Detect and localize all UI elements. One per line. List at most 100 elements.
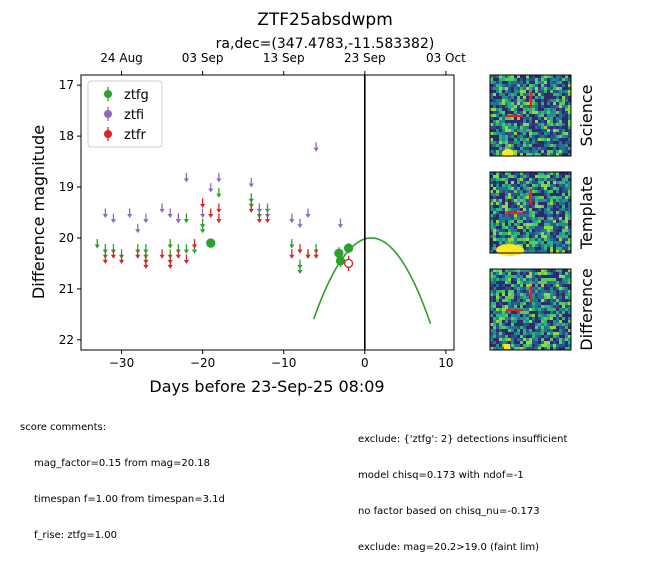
stamp-pixel <box>559 244 562 247</box>
stamp-pixel <box>565 205 568 208</box>
stamp-pixel <box>490 247 493 250</box>
stamp-pixel <box>544 223 547 226</box>
stamp-pixel <box>562 178 565 181</box>
stamp-pixel <box>568 299 571 302</box>
stamp-pixel <box>535 126 538 129</box>
stamp-pixel <box>529 281 532 284</box>
stamp-pixel <box>520 305 523 308</box>
stamp-pixel <box>547 205 550 208</box>
stamp-pixel <box>553 278 556 281</box>
stamp-pixel <box>523 208 526 211</box>
upper-limit-ztfi <box>183 172 190 183</box>
stamp-pixel <box>508 138 511 141</box>
stamp-pixel <box>541 184 544 187</box>
stamp-pixel <box>547 241 550 244</box>
stamp-pixel <box>553 208 556 211</box>
stamp-pixel <box>514 117 517 120</box>
stamp-pixel <box>544 99 547 102</box>
stamp-pixel <box>532 96 535 99</box>
stamp-pixel <box>556 235 559 238</box>
stamp-pixel <box>490 147 493 150</box>
stamp-pixel <box>529 229 532 232</box>
stamp-pixel <box>532 232 535 235</box>
stamp-pixel <box>505 326 508 329</box>
stamp-pixel <box>508 302 511 305</box>
stamp-pixel <box>502 278 505 281</box>
stamp-pixel <box>547 293 550 296</box>
stamp-pixel <box>562 238 565 241</box>
stamp-pixel <box>508 226 511 229</box>
stamp-pixel <box>493 175 496 178</box>
stamp-pixel <box>490 105 493 108</box>
stamp-pixel <box>517 175 520 178</box>
stamp-pixel <box>529 178 532 181</box>
stamp-pixel <box>496 93 499 96</box>
stamp-pixel <box>514 269 517 272</box>
stamp-pixel <box>565 202 568 205</box>
stamp-pixel <box>490 199 493 202</box>
stamp-pixel <box>523 196 526 199</box>
stamp-pixel <box>547 147 550 150</box>
stamp-pixel <box>568 178 571 181</box>
stamp-pixel <box>493 78 496 81</box>
stamp-pixel <box>514 202 517 205</box>
stamp-pixel <box>493 120 496 123</box>
stamp-pixel <box>505 126 508 129</box>
stamp-pixel <box>520 326 523 329</box>
stamp-pixel <box>562 199 565 202</box>
stamp-pixel <box>562 344 565 347</box>
stamp-pixel <box>499 311 502 314</box>
stamp-pixel <box>550 287 553 290</box>
stamp-pixel <box>493 117 496 120</box>
stamp-pixel <box>514 217 517 220</box>
stamp-pixel <box>502 217 505 220</box>
stamp-pixel <box>559 311 562 314</box>
stamp-pixel <box>517 96 520 99</box>
x-tick-label: −20 <box>190 356 215 370</box>
stamp-pixel <box>550 223 553 226</box>
stamp-pixel <box>553 338 556 341</box>
upper-limit-head <box>143 219 149 224</box>
stamp-pixel <box>502 347 505 350</box>
stamp-pixel <box>550 181 553 184</box>
stamp-pixel <box>502 193 505 196</box>
stamp-pixel <box>547 290 550 293</box>
stamp-pixel <box>541 229 544 232</box>
stamp-pixel <box>529 250 532 253</box>
stamp-pixel <box>496 96 499 99</box>
stamp-pixel <box>535 302 538 305</box>
stamp-pixel <box>523 117 526 120</box>
stamp-pixel <box>559 214 562 217</box>
stamp-pixel <box>499 129 502 132</box>
stamp-pixel <box>544 311 547 314</box>
stamp-pixel <box>505 87 508 90</box>
stamp-pixel <box>508 341 511 344</box>
stamp-pixel <box>544 141 547 144</box>
stamp-pixel <box>493 193 496 196</box>
stamp-pixel <box>496 135 499 138</box>
stamp-pixel <box>532 269 535 272</box>
detection-ztfr <box>343 255 354 272</box>
stamp-pixel <box>499 275 502 278</box>
stamp-pixel <box>544 232 547 235</box>
stamp-pixel <box>520 344 523 347</box>
stamp-pixel <box>514 232 517 235</box>
stamp-pixel <box>517 278 520 281</box>
stamp-pixel <box>508 193 511 196</box>
stamp-pixel <box>499 178 502 181</box>
stamp-pixel <box>538 323 541 326</box>
stamp-pixel <box>562 308 565 311</box>
stamp-pixel <box>541 81 544 84</box>
stamp-pixel <box>490 120 493 123</box>
upper-limit-ztfi <box>143 213 149 224</box>
stamp-pixel <box>490 96 493 99</box>
stamp-pixel <box>553 347 556 350</box>
stamp-pixel <box>535 114 538 117</box>
stamp-pixel <box>556 199 559 202</box>
stamp-pixel <box>523 96 526 99</box>
stamp-pixel <box>532 141 535 144</box>
stamp-pixel <box>559 308 562 311</box>
stamp-pixel <box>499 114 502 117</box>
stamp-pixel <box>499 314 502 317</box>
stamp-pixel <box>520 193 523 196</box>
